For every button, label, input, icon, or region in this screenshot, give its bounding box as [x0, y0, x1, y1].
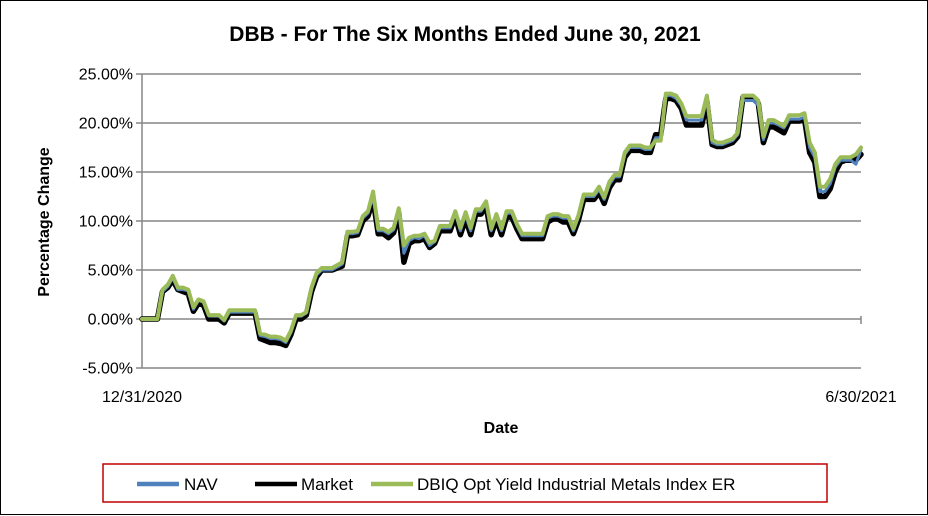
y-tick-label: 15.00% [79, 165, 133, 182]
x-tick-label-start: 12/31/2020 [102, 389, 182, 406]
y-tick-label: 5.00% [88, 263, 133, 280]
y-tick-labels: -5.00% 0.00% 5.00% 10.00% 15.00% 20.00% 25.00% [79, 67, 133, 378]
legend-label: DBIQ Opt Yield Industrial Metals Index E… [417, 475, 735, 494]
y-tick-label: 20.00% [79, 116, 133, 133]
y-tick-label: 0.00% [88, 312, 133, 329]
legend-label: NAV [184, 475, 218, 494]
chart-title: DBB - For The Six Months Ended June 30, … [229, 23, 701, 46]
x-tick-labels: 12/31/2020 6/30/2021 [102, 389, 897, 406]
y-tick-label: 25.00% [79, 67, 133, 84]
y-tick-label: -5.00% [82, 361, 133, 378]
series-line-2 [140, 91, 863, 343]
legend-box [102, 463, 828, 503]
x-axis-title: Date [484, 420, 519, 437]
gridlines [136, 73, 861, 369]
x-tick-label-end: 6/30/2021 [825, 389, 896, 406]
y-tick-label: 10.00% [79, 214, 133, 231]
series-lines [139, 91, 864, 349]
series-line-0 [140, 94, 863, 344]
legend: NAV Market DBIQ Opt Yield Industrial Metal… [102, 463, 828, 503]
y-axis-title: Percentage Change [36, 147, 53, 296]
legend-label: Market [301, 475, 353, 494]
